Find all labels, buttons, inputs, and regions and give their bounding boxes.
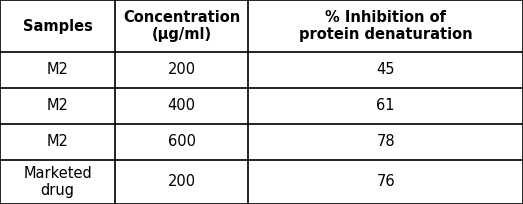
Text: 200: 200	[168, 62, 196, 78]
Text: Concentration
(μg/ml): Concentration (μg/ml)	[123, 10, 241, 42]
Text: 200: 200	[168, 174, 196, 190]
Text: M2: M2	[47, 99, 69, 113]
Text: 61: 61	[377, 99, 395, 113]
Text: M2: M2	[47, 134, 69, 150]
Text: 400: 400	[168, 99, 196, 113]
Text: % Inhibition of
protein denaturation: % Inhibition of protein denaturation	[299, 10, 472, 42]
Text: Samples: Samples	[22, 19, 93, 33]
Text: 600: 600	[168, 134, 196, 150]
Text: 76: 76	[377, 174, 395, 190]
Text: M2: M2	[47, 62, 69, 78]
Text: 78: 78	[377, 134, 395, 150]
Text: 45: 45	[377, 62, 395, 78]
Text: Marketed
drug: Marketed drug	[23, 166, 92, 198]
